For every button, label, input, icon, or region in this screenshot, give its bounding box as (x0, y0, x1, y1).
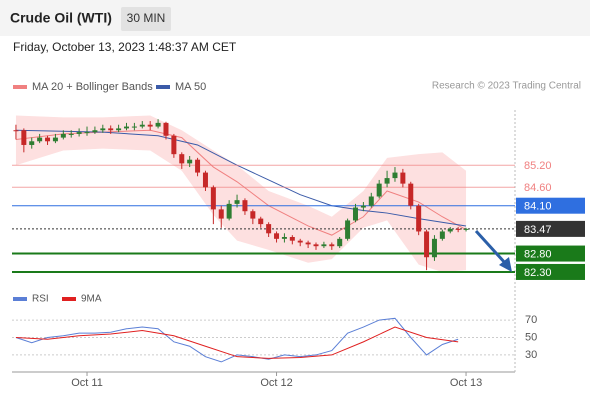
arrow-shaft (474, 229, 508, 266)
candle-body (321, 244, 327, 247)
candle-body (289, 236, 295, 241)
level-label: 84.60 (524, 182, 552, 194)
timeframe[interactable]: 30 MIN (127, 11, 166, 25)
candle-body (76, 132, 82, 134)
candle-body (431, 238, 437, 258)
bollinger-band (15, 115, 467, 272)
candle-body (45, 137, 51, 142)
legend-label: MA 50 (175, 81, 206, 93)
level-box (516, 263, 585, 280)
candle-body (384, 178, 390, 184)
rsi-line (15, 326, 459, 359)
legend-label: RSI (32, 294, 49, 305)
header-bar (0, 0, 590, 36)
candle-body (345, 220, 351, 239)
candle-body (218, 209, 224, 219)
level-label: 85.20 (524, 160, 552, 172)
arrow-head (499, 257, 512, 272)
candle-body (337, 238, 343, 247)
rsi-line (15, 317, 459, 363)
candle-body (400, 172, 406, 184)
candle-body (352, 207, 358, 221)
candle-body (123, 126, 129, 129)
level-box (516, 197, 585, 214)
timestamp: Friday, October 13, 2023 1:48:37 AM CET (13, 40, 237, 54)
title: Crude Oil (WTI) (10, 10, 112, 26)
candle-body (463, 228, 469, 230)
candle-body (100, 128, 106, 131)
candle-body (171, 135, 177, 155)
candle-body (68, 133, 74, 135)
candle-body (360, 205, 366, 208)
candle-body (13, 130, 19, 132)
level-label: 84.10 (524, 201, 552, 213)
candle-body (84, 132, 90, 134)
candle-body (258, 218, 264, 225)
candle-body (266, 224, 272, 234)
candle-body (210, 187, 216, 210)
candle-body (297, 240, 303, 243)
level-box (516, 220, 585, 237)
legend-label: MA 20 + Bollinger Bands (32, 81, 153, 93)
candle-body (455, 228, 461, 230)
candle-body (305, 242, 311, 245)
candle-body (195, 159, 201, 173)
candle-body (147, 124, 153, 127)
candle-body (202, 172, 208, 188)
legend-label: 9MA (81, 294, 102, 305)
candle-body (37, 137, 43, 142)
candle-body (274, 233, 280, 239)
candle-body (139, 124, 145, 127)
candle-body (408, 183, 414, 206)
x-tick-label: Oct 11 (71, 377, 103, 389)
candle-body (60, 133, 66, 138)
candle-body (250, 211, 256, 219)
candle-body (424, 231, 430, 258)
candle-body (281, 236, 287, 239)
candle-body (116, 128, 122, 131)
level-label: 83.47 (524, 224, 552, 236)
timeframe-badge[interactable] (121, 7, 171, 31)
y-tick-label: 30 (525, 349, 537, 361)
candle-body (368, 196, 374, 206)
candle-body (179, 154, 185, 164)
candle-body (242, 200, 248, 212)
candle-body (163, 122, 169, 136)
level-label: 82.80 (524, 248, 552, 260)
candle-body (329, 244, 335, 247)
candle-body (131, 126, 137, 128)
candle-body (29, 141, 35, 145)
candle-body (21, 130, 27, 145)
candle-body (226, 203, 232, 219)
legend-swatch (62, 297, 76, 301)
candle-body (376, 183, 382, 197)
candle-body (416, 205, 422, 232)
y-tick-label: 70 (525, 314, 537, 326)
candle-body (52, 137, 58, 142)
candle-body (155, 122, 161, 127)
candle-body (392, 172, 398, 179)
legend-swatch (13, 85, 27, 89)
level-label: 82.30 (524, 267, 552, 279)
candle-body (92, 130, 98, 133)
legend-swatch (156, 85, 170, 89)
candle-body (313, 244, 319, 247)
level-box (516, 245, 585, 262)
candle-body (439, 231, 445, 239)
candle-body (234, 200, 240, 204)
legend-swatch (13, 297, 27, 301)
y-tick-label: 50 (525, 331, 537, 343)
x-tick-label: Oct 12 (260, 377, 292, 389)
candle-body (108, 128, 114, 131)
x-tick-label: Oct 13 (450, 377, 482, 389)
candle-body (187, 159, 193, 164)
candle-body (447, 228, 453, 232)
credit: Research © 2023 Trading Central (432, 81, 581, 92)
forecast-arrow (474, 229, 512, 272)
